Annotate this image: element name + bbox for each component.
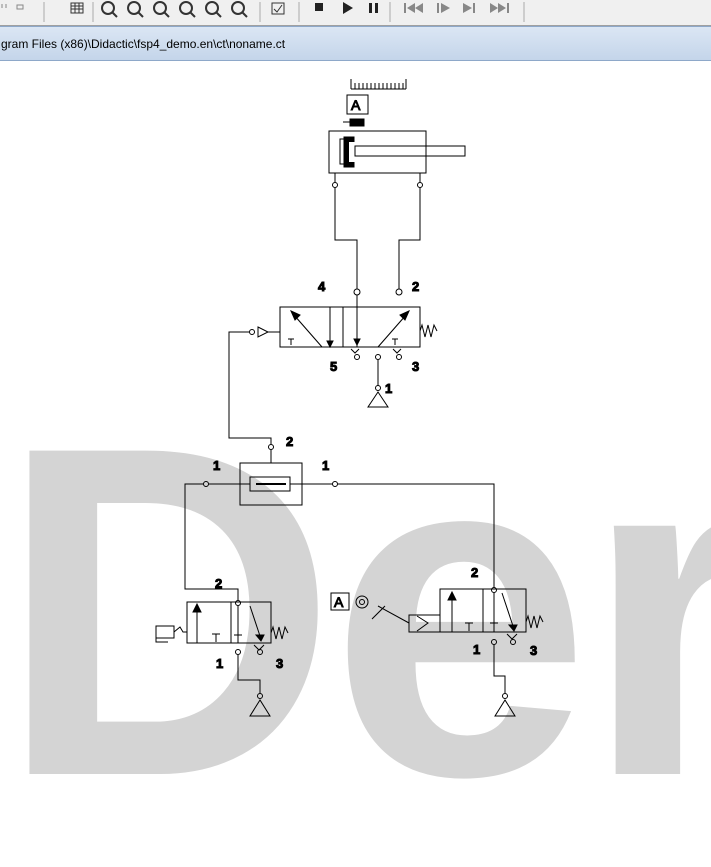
port-2-label: 2 [412, 279, 419, 294]
zoom-in-icon[interactable] [101, 1, 118, 18]
demo-watermark: Der [0, 349, 711, 867]
reset-icon[interactable] [404, 3, 423, 13]
double-acting-cylinder[interactable]: A [328, 79, 466, 188]
document-path: gram Files (x86)\Didactic\fsp4_demo.en\c… [1, 37, 286, 51]
right-port-3-label: 3 [530, 643, 537, 658]
supply-line-right [493, 645, 506, 693]
grid-icon[interactable] [70, 2, 84, 14]
line-to-left-valve [184, 483, 239, 600]
zoom-fit-icon[interactable] [179, 1, 196, 18]
circuit-canvas[interactable]: Der A [0, 61, 711, 867]
shuttle-port-1-left-label: 1 [213, 458, 220, 473]
cylinder-label: A [351, 97, 361, 113]
step-icon[interactable] [437, 3, 450, 13]
end-icon[interactable] [490, 3, 509, 13]
valve-3-2-pushbutton[interactable]: 2 1 3 [155, 576, 289, 672]
paste-icon[interactable] [16, 4, 24, 10]
pressure-source-left [249, 699, 271, 717]
valve-5-2-main[interactable]: 4 2 5 3 [249, 279, 438, 375]
shuttle-port-2-label: 2 [286, 434, 293, 449]
step-forward-icon[interactable] [463, 3, 475, 13]
valve-3-2-roller[interactable]: 2 A 1 3 [330, 565, 544, 659]
proximity-sensor-icon [343, 118, 365, 127]
document-titlebar[interactable]: gram Files (x86)\Didactic\fsp4_demo.en\c… [0, 26, 711, 61]
distance-ruler [350, 79, 407, 90]
port-4-label: 4 [318, 279, 326, 294]
left-port-2-label: 2 [215, 576, 222, 591]
toolbar-icons [1, 1, 525, 22]
supply-line-left [237, 655, 261, 693]
roller-label-box [330, 592, 350, 611]
pause-icon[interactable] [369, 3, 378, 13]
check-icon[interactable] [271, 2, 285, 15]
pressure-source-main [367, 391, 389, 408]
line-b [398, 188, 421, 289]
right-port-1-label: 1 [473, 642, 480, 657]
zoom-previous-icon[interactable] [205, 1, 222, 18]
right-port-2-label: 2 [471, 565, 478, 580]
left-port-1-label: 1 [216, 656, 223, 671]
line-a [334, 188, 358, 289]
port-5-label: 5 [330, 359, 337, 374]
pressure-source-right [494, 699, 516, 717]
zoom-window-icon[interactable] [153, 1, 170, 18]
shuttle-port-1-right-label: 1 [322, 458, 329, 473]
roller-label: A [334, 594, 344, 610]
stop-icon[interactable] [315, 3, 323, 11]
left-port-3-label: 3 [276, 656, 283, 671]
play-icon[interactable] [343, 2, 353, 14]
toolbar [0, 0, 711, 26]
port-1-label: 1 [385, 381, 392, 396]
zoom-out-icon[interactable] [127, 1, 144, 18]
pneumatic-circuit-diagram[interactable]: A 4 2 [0, 61, 711, 867]
cylinder-label-box [346, 94, 369, 115]
pilot-line [228, 331, 272, 444]
line-to-right-valve [338, 483, 495, 588]
port-3-label: 3 [412, 359, 419, 374]
zoom-next-icon[interactable] [231, 1, 248, 18]
cut-icon[interactable] [1, 4, 7, 8]
